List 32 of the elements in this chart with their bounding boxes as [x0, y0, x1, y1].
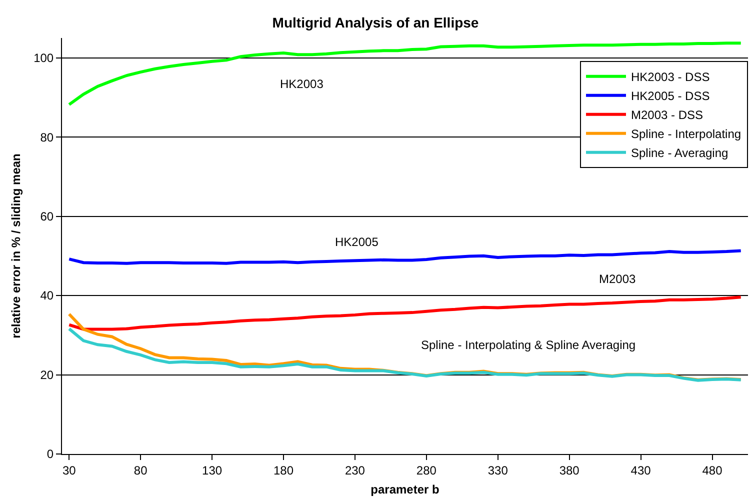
annotation: M2003 [599, 272, 636, 286]
x-axis-title: parameter b [370, 482, 440, 496]
y-tick-label: 20 [40, 368, 54, 382]
x-tick-label: 130 [202, 463, 222, 478]
legend-label: HK2005 - DSS [631, 89, 710, 104]
legend-label: Spline - Interpolating [631, 127, 742, 142]
x-tick-label: 380 [559, 463, 580, 478]
y-tick-label: 40 [40, 288, 54, 303]
x-tick-label: 180 [274, 463, 294, 478]
x-tick-label: 280 [416, 463, 437, 478]
legend-label: M2003 - DSS [631, 108, 704, 122]
annotation: Spline - Interpolating & Spline Averaging [421, 338, 636, 352]
x-tick-label: 480 [702, 463, 723, 478]
annotation: HK2005 [335, 235, 379, 249]
x-tick-label: 30 [62, 463, 76, 478]
legend-label: HK2003 - DSS [631, 70, 710, 84]
line-series [68, 249, 742, 265]
y-tick-label: 100 [34, 51, 54, 66]
legend-label: Spline - Averaging [631, 146, 728, 160]
x-tick-label: 230 [344, 463, 366, 478]
x-tick-label: 330 [488, 463, 508, 478]
y-tick-label: 80 [40, 130, 54, 144]
line-series [68, 42, 742, 106]
x-tick-label: 80 [134, 463, 148, 478]
annotation: HK2003 [280, 77, 324, 91]
x-tick-label: 430 [630, 463, 652, 478]
line-series [68, 296, 742, 331]
line-series [68, 327, 742, 382]
chart-title: Multigrid Analysis of an Ellipse [272, 14, 479, 30]
y-tick-label: 0 [46, 447, 54, 462]
y-axis-title: relative error in % / sliding mean [8, 154, 23, 338]
y-tick-label: 60 [40, 209, 54, 224]
